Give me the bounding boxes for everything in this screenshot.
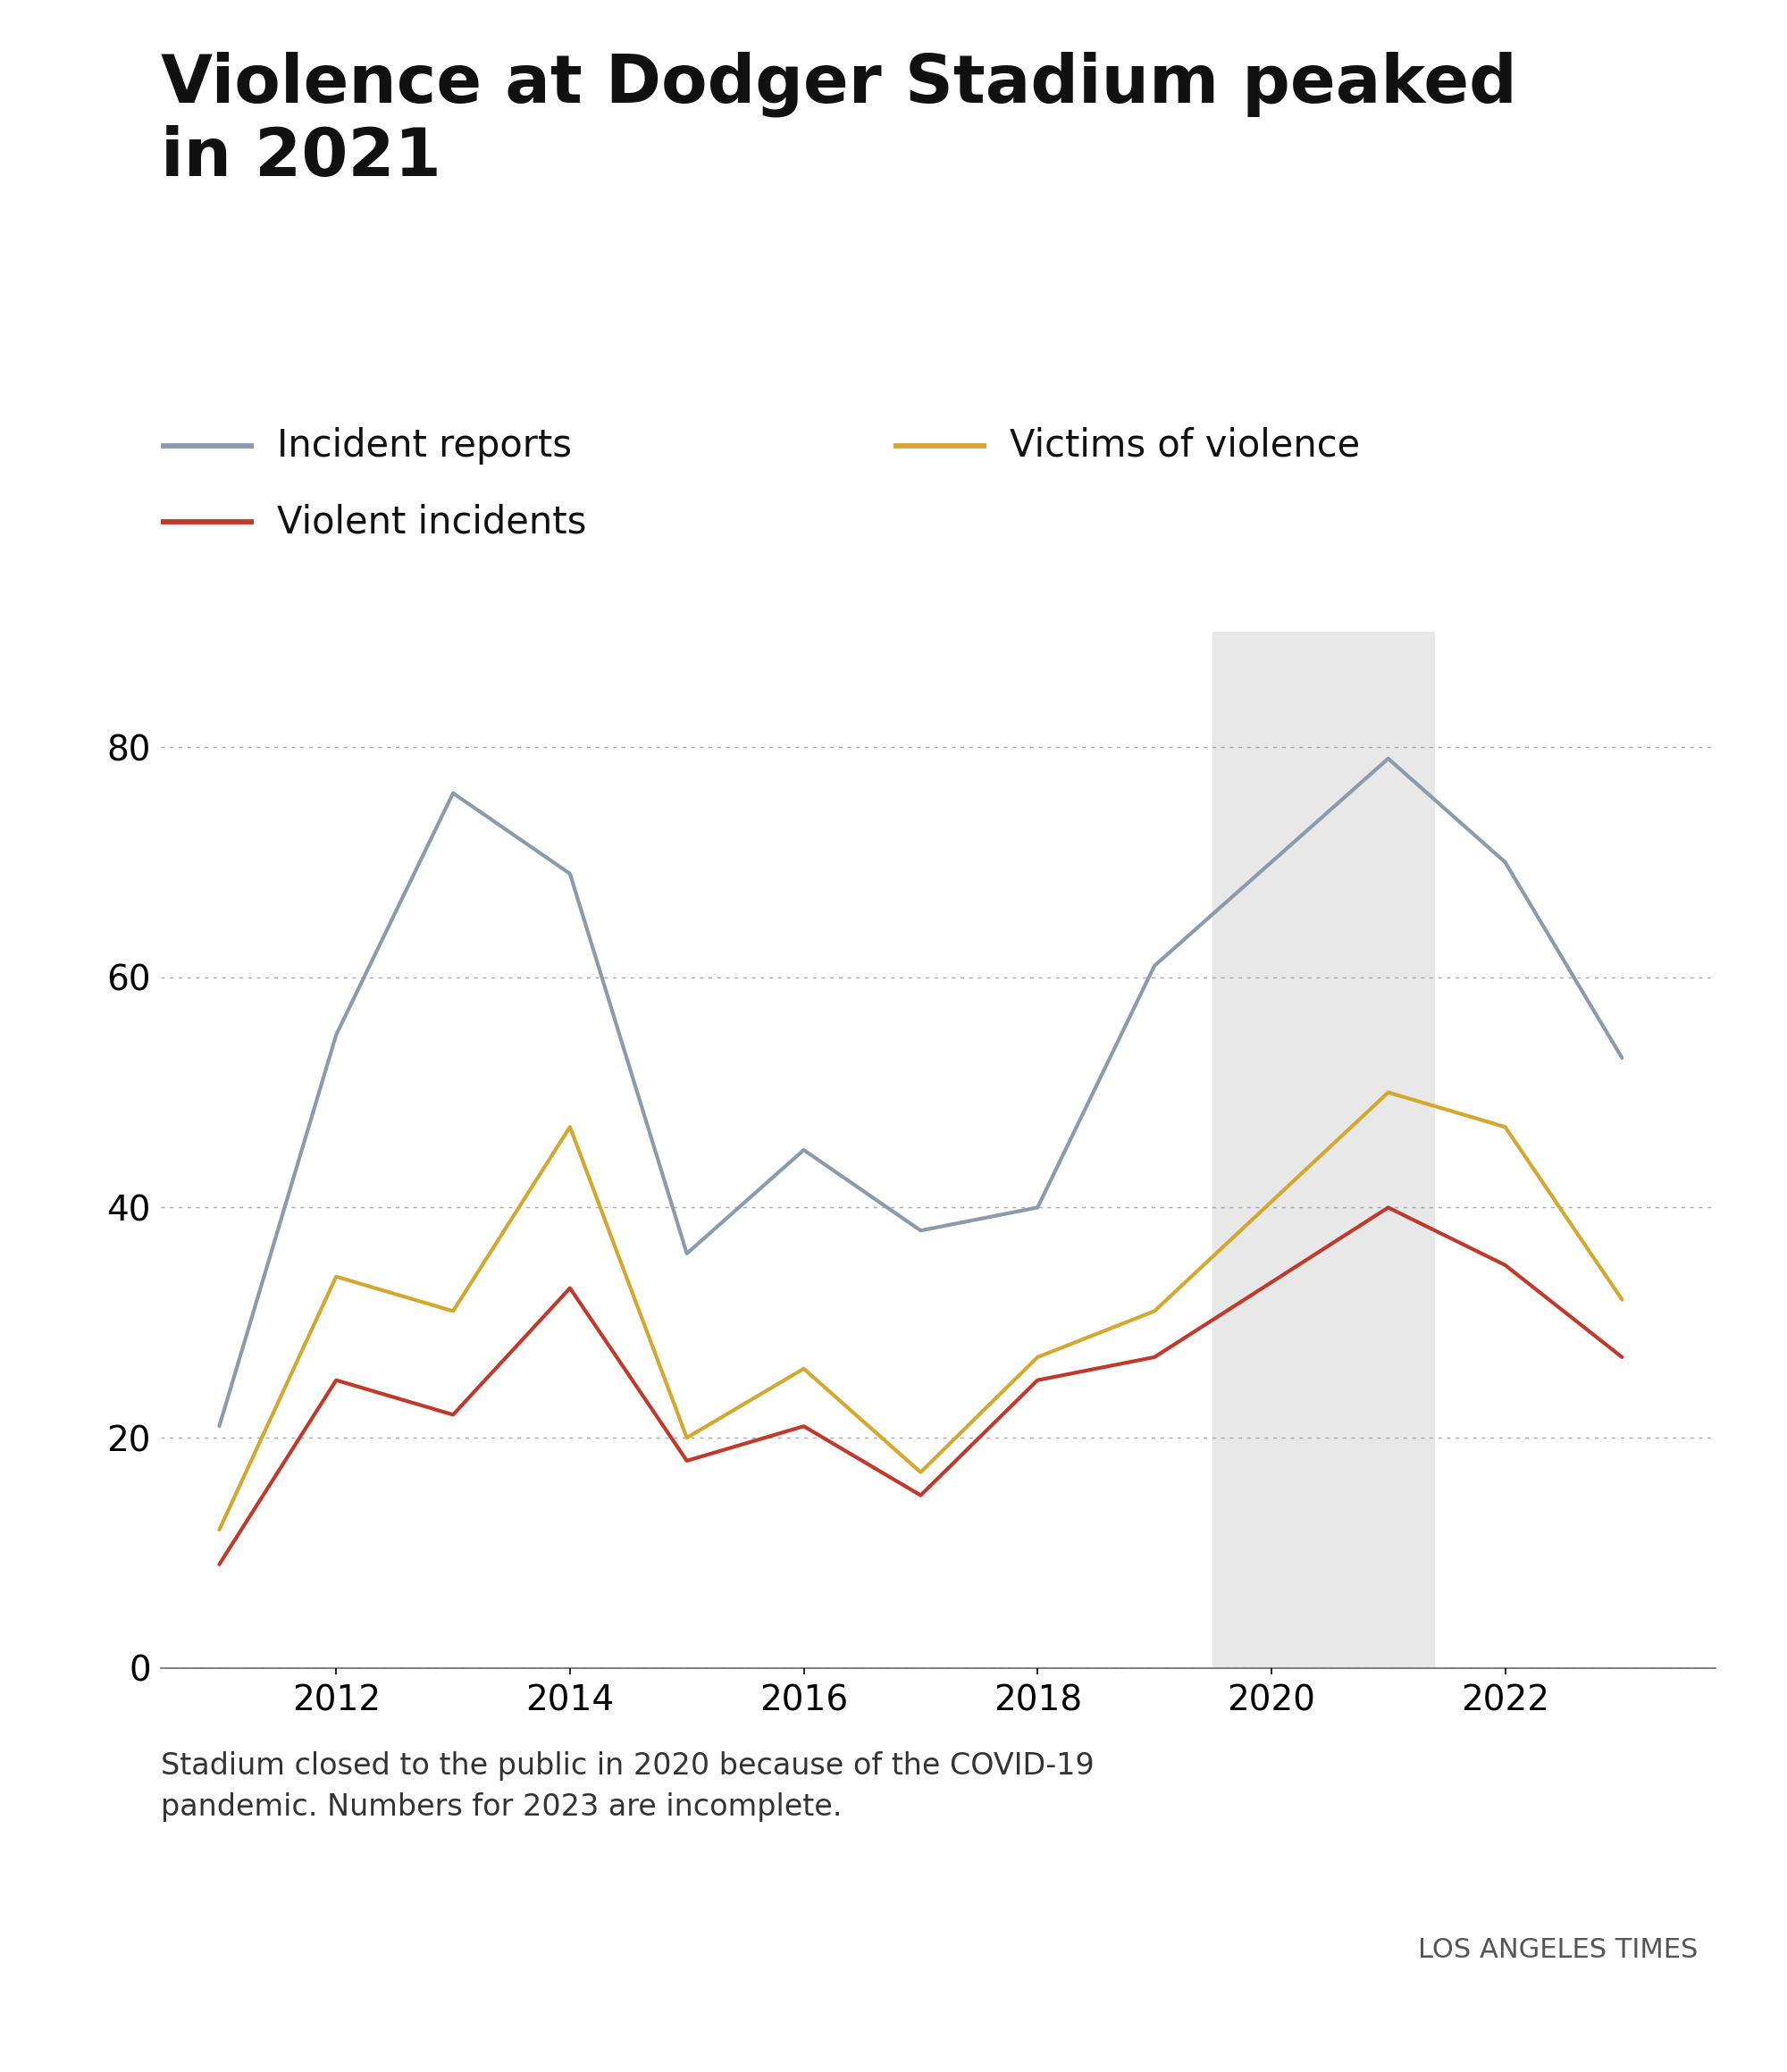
Text: Stadium closed to the public in 2020 because of the COVID-19
pandemic. Numbers f: Stadium closed to the public in 2020 bec… <box>161 1751 1094 1821</box>
Text: Incident reports: Incident reports <box>277 427 572 464</box>
Text: Violence at Dodger Stadium peaked
in 2021: Violence at Dodger Stadium peaked in 202… <box>161 52 1517 191</box>
Text: LOS ANGELES TIMES: LOS ANGELES TIMES <box>1417 1937 1698 1964</box>
Text: Violent incidents: Violent incidents <box>277 503 586 541</box>
Text: Victims of violence: Victims of violence <box>1010 427 1360 464</box>
Bar <box>1213 632 1435 1668</box>
